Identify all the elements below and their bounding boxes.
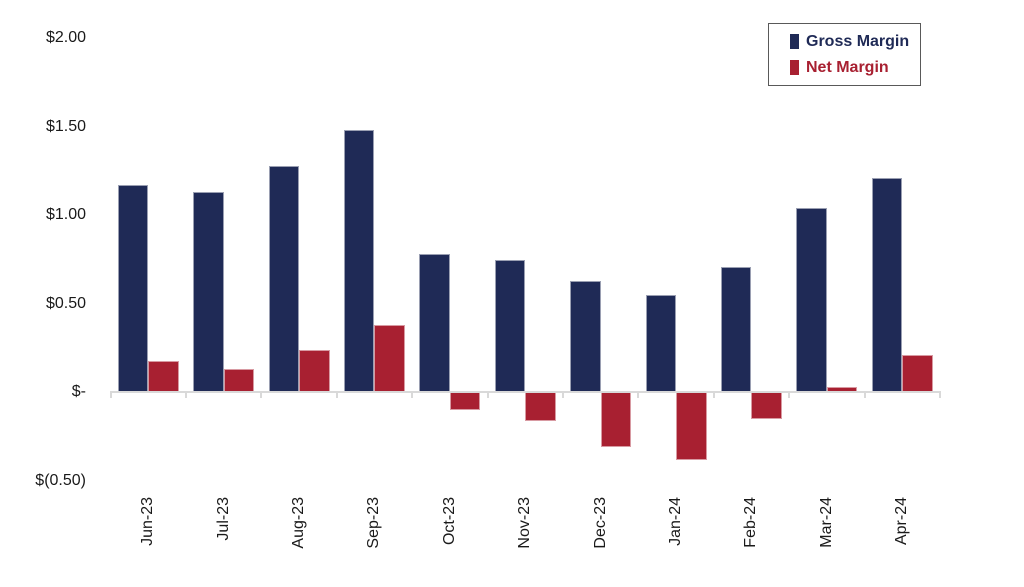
legend: Gross Margin Net Margin	[768, 23, 921, 86]
x-axis-category-label: Mar-24	[817, 497, 835, 548]
bar-gross-margin	[268, 165, 300, 393]
x-axis-category-label: Aug-23	[290, 497, 308, 549]
bar-gross-margin	[796, 208, 827, 393]
x-axis-tick	[712, 393, 715, 399]
legend-label-net-margin: Net Margin	[806, 58, 889, 76]
bar-net-margin	[449, 392, 481, 411]
x-axis-category-label: Apr-24	[893, 497, 911, 546]
x-axis-tick	[788, 393, 791, 399]
y-axis-tick-label: $1.50	[45, 117, 86, 135]
bar-gross-margin	[494, 259, 526, 393]
bar-net-margin	[374, 325, 405, 393]
bar-gross-margin	[343, 130, 375, 393]
bar-gross-margin	[871, 177, 903, 393]
bar-net-margin	[148, 360, 179, 393]
x-axis-tick	[561, 393, 564, 399]
x-axis-category-label: Jul-23	[214, 497, 232, 541]
bar-net-margin	[676, 392, 707, 460]
legend-label-gross-margin: Gross Margin	[806, 32, 910, 50]
x-axis-tick	[184, 393, 187, 399]
x-axis-tick	[939, 393, 941, 399]
bar-net-margin	[299, 349, 330, 393]
legend-item-gross-margin: Gross Margin	[790, 33, 920, 51]
bar-gross-margin	[720, 266, 752, 393]
y-axis-tick-label: $1.00	[45, 206, 86, 224]
y-axis-tick-label: $-	[71, 383, 86, 401]
x-axis-category-label: Oct-23	[440, 497, 458, 546]
bar-gross-margin	[193, 192, 224, 393]
x-axis-tick	[260, 393, 263, 399]
legend-item-net-margin: Net Margin	[790, 59, 920, 77]
y-axis-tick-label: $0.50	[45, 294, 86, 312]
x-axis-tick	[486, 393, 489, 399]
bar-net-margin	[223, 369, 255, 393]
bar-gross-margin	[645, 294, 677, 393]
bar-gross-margin	[419, 254, 450, 393]
x-axis-tick	[335, 393, 338, 399]
bar-gross-margin	[570, 280, 601, 393]
x-axis-line	[110, 391, 941, 394]
x-axis-category-label: Sep-23	[365, 497, 383, 549]
x-axis-category-label: Nov-23	[516, 497, 534, 549]
x-axis-tick	[637, 393, 640, 399]
net-margin-swatch-icon	[790, 60, 799, 75]
x-axis-tick	[109, 393, 112, 399]
x-axis-category-label: Dec-23	[591, 497, 609, 549]
bar-net-margin	[902, 355, 933, 393]
y-axis-tick-label: $2.00	[45, 29, 86, 46]
x-axis-tick	[863, 393, 866, 399]
x-axis-tick	[411, 393, 414, 399]
y-axis-tick-label: $(0.50)	[35, 472, 86, 489]
bar-net-margin	[600, 392, 632, 448]
x-axis-category-label: Jan-24	[667, 497, 685, 546]
bar-gross-margin	[117, 185, 149, 393]
gross-margin-swatch-icon	[790, 34, 799, 49]
x-axis-category-label: Feb-24	[742, 497, 760, 548]
bar-net-margin	[525, 392, 556, 421]
bar-net-margin	[751, 392, 782, 419]
x-axis-category-label: Jun-23	[139, 497, 157, 546]
